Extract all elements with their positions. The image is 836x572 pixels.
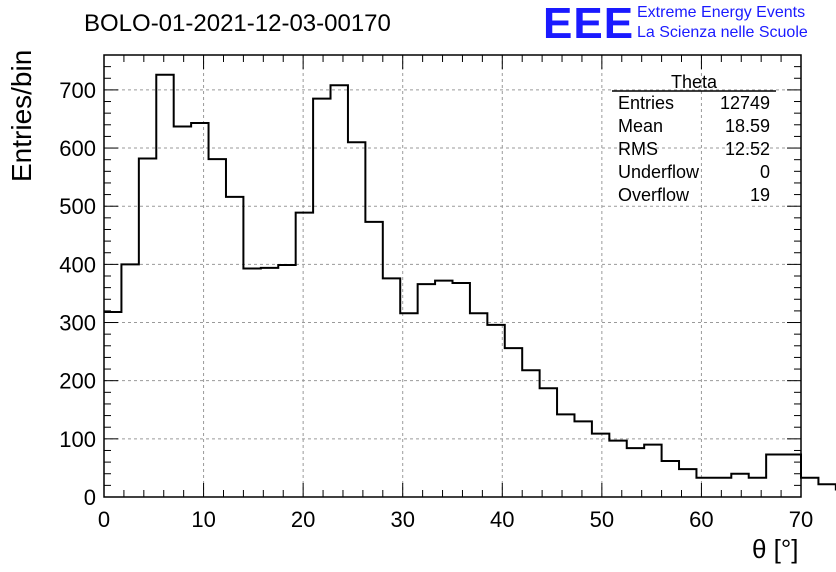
y-tick-label: 400 <box>59 252 96 277</box>
y-tick-label: 600 <box>59 136 96 161</box>
histogram-bin <box>609 441 626 497</box>
histogram-bin <box>296 213 313 497</box>
stats-box-title: Theta <box>671 72 718 92</box>
histogram-bin <box>731 474 748 497</box>
histogram-bin <box>644 445 661 497</box>
y-tick-label: 200 <box>59 369 96 394</box>
histogram-bin <box>696 478 713 497</box>
histogram-bin <box>505 348 522 497</box>
y-tick-label: 300 <box>59 311 96 336</box>
chart-title: BOLO-01-2021-12-03-00170 <box>84 10 391 37</box>
histogram-bin <box>487 325 504 497</box>
histogram-bin <box>574 421 591 497</box>
x-tick-label: 60 <box>689 507 713 532</box>
histogram-bin <box>209 159 226 497</box>
y-tick-label: 100 <box>59 427 96 452</box>
histogram-bin <box>365 222 382 497</box>
histogram-bin <box>226 197 243 497</box>
x-tick-label: 0 <box>98 507 110 532</box>
histogram-bin <box>278 265 295 497</box>
histogram-bin <box>418 284 435 497</box>
y-tick-label: 0 <box>84 485 96 510</box>
histogram-bin <box>662 461 679 497</box>
stats-row-label: Mean <box>618 116 663 136</box>
x-axis-label: θ [°] <box>752 534 799 564</box>
histogram-bin <box>522 370 539 497</box>
histogram-bin <box>540 388 557 497</box>
histogram-bin <box>174 127 191 497</box>
logo-line-2: La Scienza nelle Scuole <box>637 24 808 41</box>
x-tick-label: 30 <box>390 507 414 532</box>
histogram-bin <box>139 159 156 497</box>
histogram-bin <box>313 99 330 497</box>
stats-row-value: 12749 <box>720 93 770 113</box>
y-tick-label: 700 <box>59 78 96 103</box>
logo-line-1: Extreme Energy Events <box>637 4 806 21</box>
histogram-bin <box>453 283 470 497</box>
x-tick-label: 10 <box>191 507 215 532</box>
stats-row-label: Entries <box>618 93 674 113</box>
stats-row-value: 0 <box>760 162 770 182</box>
histogram-bin <box>243 268 260 497</box>
histogram-bin <box>348 142 365 497</box>
stats-row-value: 19 <box>750 185 770 205</box>
histogram-bin <box>104 312 121 497</box>
stats-row-label: RMS <box>618 139 658 159</box>
histogram-bin <box>592 434 609 497</box>
x-tick-label: 40 <box>490 507 514 532</box>
stats-row-label: Underflow <box>618 162 700 182</box>
eee-logo: EEE <box>543 0 635 48</box>
histogram-bin <box>801 478 818 497</box>
histogram-series <box>104 73 836 491</box>
histogram-bin <box>557 414 574 497</box>
histogram-bin <box>627 448 644 497</box>
stats-row-value: 12.52 <box>725 139 770 159</box>
histogram-bin <box>191 123 208 497</box>
y-tick-label: 500 <box>59 194 96 219</box>
histogram-bin <box>470 313 487 497</box>
histogram-bin <box>818 484 835 497</box>
x-tick-label: 20 <box>291 507 315 532</box>
histogram-bin <box>331 85 348 497</box>
histogram-bin <box>383 278 400 497</box>
histogram-bin <box>261 268 278 497</box>
histogram-bin <box>714 478 731 497</box>
x-tick-label: 50 <box>590 507 614 532</box>
histogram-bin <box>121 264 138 497</box>
histogram-bin <box>784 455 801 497</box>
stats-row-value: 18.59 <box>725 116 770 136</box>
histogram-bin <box>435 281 452 497</box>
histogram-bin <box>156 75 173 497</box>
histogram-bin <box>749 478 766 497</box>
x-tick-label: 70 <box>789 507 813 532</box>
histogram-bin <box>400 313 417 497</box>
stats-row-label: Overflow <box>618 185 690 205</box>
